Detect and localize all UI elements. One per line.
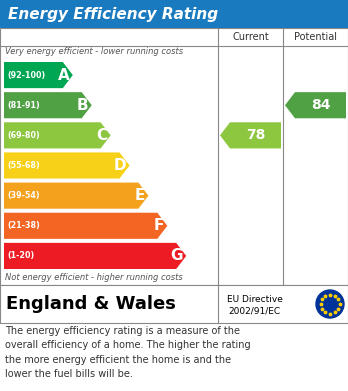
Text: (81-91): (81-91)	[7, 101, 40, 110]
Text: C: C	[96, 128, 108, 143]
Text: (92-100): (92-100)	[7, 70, 45, 80]
Text: Energy Efficiency Rating: Energy Efficiency Rating	[8, 7, 218, 22]
Text: (39-54): (39-54)	[7, 191, 40, 200]
Text: (55-68): (55-68)	[7, 161, 40, 170]
Polygon shape	[285, 92, 346, 118]
Text: B: B	[77, 98, 89, 113]
Text: Very energy efficient - lower running costs: Very energy efficient - lower running co…	[5, 47, 183, 57]
Text: (1-20): (1-20)	[7, 251, 34, 260]
Text: (21-38): (21-38)	[7, 221, 40, 230]
Polygon shape	[4, 243, 186, 269]
Text: Not energy efficient - higher running costs: Not energy efficient - higher running co…	[5, 273, 183, 282]
Polygon shape	[4, 92, 92, 118]
Bar	[0, 28, 348, 285]
Text: (69-80): (69-80)	[7, 131, 40, 140]
Text: EU Directive: EU Directive	[227, 294, 283, 303]
Circle shape	[316, 290, 344, 318]
Polygon shape	[220, 122, 281, 149]
Text: F: F	[154, 218, 164, 233]
Text: G: G	[171, 248, 183, 264]
Text: E: E	[135, 188, 145, 203]
Text: 84: 84	[311, 98, 330, 112]
Polygon shape	[4, 183, 148, 209]
Polygon shape	[4, 213, 167, 239]
Bar	[0, 285, 348, 323]
Text: 2002/91/EC: 2002/91/EC	[228, 307, 280, 316]
Text: Potential: Potential	[294, 32, 337, 42]
Text: D: D	[114, 158, 127, 173]
Text: The energy efficiency rating is a measure of the
overall efficiency of a home. T: The energy efficiency rating is a measur…	[5, 326, 251, 379]
Text: A: A	[58, 68, 70, 83]
Text: England & Wales: England & Wales	[6, 295, 176, 313]
Text: Current: Current	[232, 32, 269, 42]
Polygon shape	[4, 122, 111, 149]
Bar	[0, 0, 348, 28]
Polygon shape	[4, 62, 73, 88]
Polygon shape	[4, 152, 129, 179]
Text: 78: 78	[246, 128, 265, 142]
